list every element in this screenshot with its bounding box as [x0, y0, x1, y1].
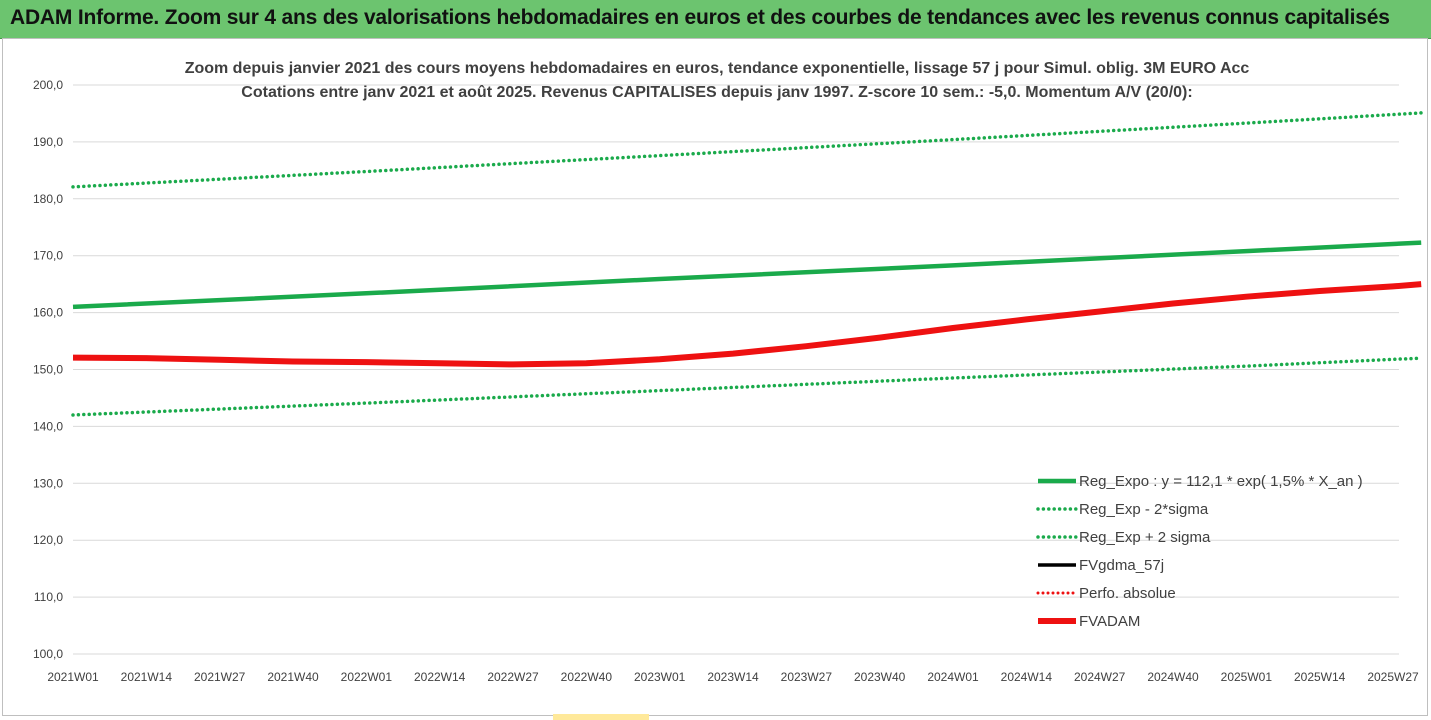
legend-label: Reg_Exp + 2 sigma: [1079, 529, 1211, 546]
x-tick-label: 2025W27: [1367, 670, 1419, 684]
x-tick-label: 2025W14: [1294, 670, 1346, 684]
x-tick-label: 2023W14: [707, 670, 759, 684]
chart-title: Zoom depuis janvier 2021 des cours moyen…: [185, 60, 1250, 101]
series-line: [72, 240, 1422, 310]
y-tick-label: 130,0: [33, 476, 63, 490]
legend-label: FVADAM: [1079, 613, 1140, 630]
x-tick-label: 2023W40: [854, 670, 906, 684]
y-tick-label: 100,0: [33, 647, 63, 661]
x-tick-label: 2024W01: [927, 670, 979, 684]
series-line: [71, 356, 1423, 417]
y-tick-label: 200,0: [33, 78, 63, 92]
x-tick-label: 2021W40: [267, 670, 319, 684]
legend-label: FVgdma_57j: [1079, 557, 1164, 574]
x-tick-label: 2025W01: [1221, 670, 1273, 684]
bottom-accent-tab: [553, 714, 649, 720]
x-tick-label: 2024W40: [1147, 670, 1199, 684]
legend-label: Reg_Expo : y = 112,1 * exp( 1,5% * X_an …: [1079, 473, 1363, 490]
report-title: ADAM Informe. Zoom sur 4 ans des valoris…: [10, 6, 1390, 29]
y-tick-label: 170,0: [33, 249, 63, 263]
report-banner: ADAM Informe. Zoom sur 4 ans des valoris…: [0, 0, 1431, 39]
y-tick-label: 160,0: [33, 306, 63, 320]
legend: Reg_Expo : y = 112,1 * exp( 1,5% * X_an …: [1036, 473, 1363, 630]
y-tick-label: 190,0: [33, 135, 63, 149]
x-tick-label: 2022W14: [414, 670, 466, 684]
x-tick-label: 2024W27: [1074, 670, 1126, 684]
series-line: [72, 281, 1422, 368]
chart-title-line: Zoom depuis janvier 2021 des cours moyen…: [185, 60, 1250, 77]
x-tick-label: 2023W01: [634, 670, 686, 684]
chart-title-line: Cotations entre janv 2021 et août 2025. …: [241, 84, 1192, 101]
series-lines: [71, 111, 1423, 417]
legend-label: Perfo. absolue: [1079, 585, 1176, 602]
x-tick-label: 2021W01: [47, 670, 99, 684]
y-tick-label: 140,0: [33, 419, 63, 433]
y-tick-label: 180,0: [33, 192, 63, 206]
x-tick-label: 2021W14: [121, 670, 173, 684]
series-line: [71, 111, 1423, 189]
x-tick-label: 2022W40: [561, 670, 613, 684]
x-tick-label: 2023W27: [781, 670, 833, 684]
axis-labels: 100,0 110,0 120,0 130,0 140,0 150,0 160,0 170,0…: [33, 78, 1419, 684]
y-tick-label: 110,0: [34, 590, 63, 604]
legend-label: Reg_Exp - 2*sigma: [1079, 501, 1209, 518]
y-tick-label: 120,0: [33, 533, 63, 547]
x-tick-label: 2022W01: [341, 670, 393, 684]
x-tick-label: 2022W27: [487, 670, 539, 684]
chart-frame: 100,0 110,0 120,0 130,0 140,0 150,0 160,0 170,0…: [2, 38, 1428, 716]
x-tick-label: 2021W27: [194, 670, 246, 684]
grid-lines: [73, 84, 1399, 655]
y-tick-label: 150,0: [33, 363, 63, 377]
x-tick-label: 2024W14: [1001, 670, 1053, 684]
trend-chart: 100,0 110,0 120,0 130,0 140,0 150,0 160,0 170,0…: [33, 60, 1423, 684]
